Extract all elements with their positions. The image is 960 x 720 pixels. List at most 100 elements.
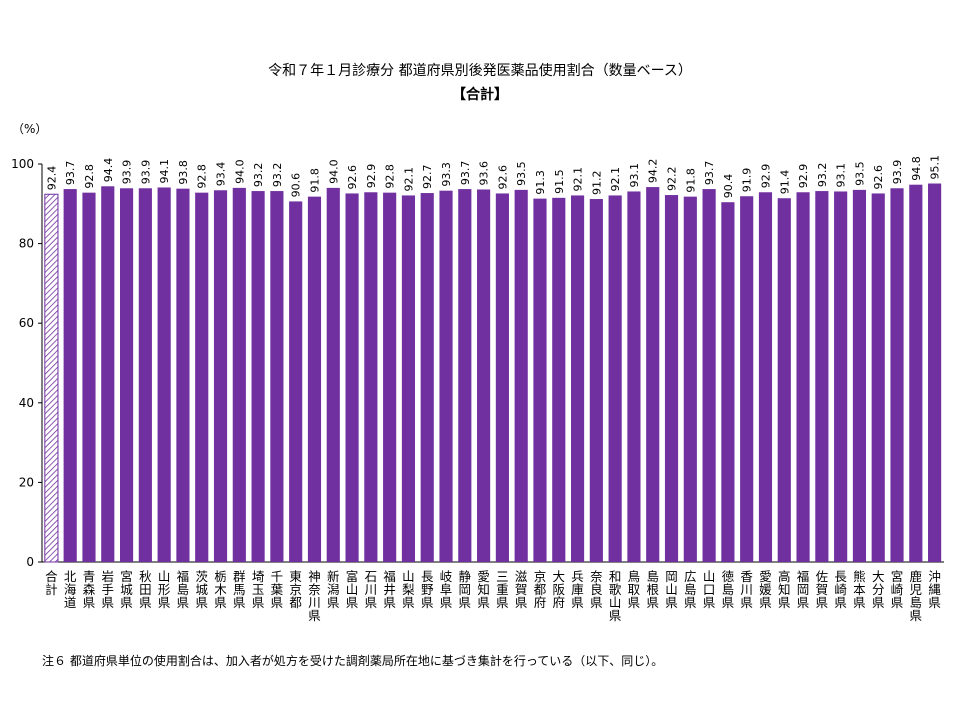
category-label: 兵庫県 [571,569,584,610]
bar [251,191,265,562]
value-label: 92.2 [666,167,679,192]
value-label: 91.2 [590,171,603,196]
category-label: 青森県 [83,569,96,610]
category-label: 長野県 [421,569,434,610]
value-label: 93.2 [271,163,284,188]
bar [195,192,209,562]
y-tick-label: 0 [26,555,34,569]
category-label: 大分県 [872,569,885,610]
category-label: 滋賀県 [515,569,528,610]
category-label: 山口県 [703,569,716,610]
category-label: 石川県 [365,569,378,610]
bar [495,193,509,562]
bar [326,187,340,562]
bar-chart: 0 20 40 60 80 100 92.4 合計 93.7 北海道 92.8 青森県 94.4 岩手県… [11,155,944,623]
value-label: 93.4 [215,162,228,187]
category-label: 岐阜県 [440,569,453,610]
category-label: 愛媛県 [759,569,772,610]
bar [909,184,923,563]
bar [270,191,284,562]
category-label: 富山県 [346,569,359,610]
category-label: 鳥取県 [628,569,641,610]
bar [401,195,416,562]
bar [871,193,885,562]
value-label: 93.1 [835,163,848,188]
value-label: 93.9 [121,160,134,185]
y-axis-unit-label: （%） [12,122,48,136]
value-label: 94.2 [647,159,660,184]
y-tick-label: 20 [19,475,34,489]
bar [364,192,378,562]
value-label: 93.7 [459,161,472,186]
value-label: 92.8 [196,164,209,189]
category-label: 埼玉県 [252,569,265,610]
y-tick-label: 80 [19,237,34,251]
value-label: 94.0 [233,159,246,184]
value-label: 93.1 [628,163,641,188]
category-label: 岩手県 [102,569,115,610]
bar [477,189,491,563]
value-label: 92.8 [384,164,397,189]
value-label: 95.1 [929,155,942,180]
value-label: 92.9 [759,164,772,189]
bar [608,195,622,562]
category-label: 香川県 [740,569,753,610]
bar [852,189,867,562]
bar [383,192,397,562]
value-label: 94.4 [102,158,115,183]
category-label: 奈良県 [590,569,603,610]
value-label: 93.7 [64,161,77,186]
bar [213,190,228,562]
category-label: 長崎県 [834,569,847,610]
bar [514,189,528,562]
value-label: 91.8 [308,168,321,193]
category-label: 宮城県 [120,569,133,610]
value-label: 91.4 [778,170,791,195]
category-label: 島根県 [646,569,659,610]
category-label: 鹿児島県 [910,569,923,623]
value-label: 91.5 [553,169,566,194]
category-label: 福井県 [383,569,396,610]
bar [683,196,697,563]
bar [777,198,791,562]
bar [928,183,942,562]
category-label: 和歌山県 [609,569,622,623]
category-label: 京都府 [534,569,547,610]
category-label: 神奈川県 [308,569,321,623]
bar [552,197,566,562]
bar [458,189,472,562]
value-label: 92.6 [872,165,885,190]
bar [721,202,735,562]
value-label: 93.9 [139,160,152,185]
category-label: 千葉県 [271,569,284,610]
bar [63,189,77,562]
value-label: 92.6 [346,165,359,190]
bar [232,187,246,562]
value-label: 92.4 [45,166,58,191]
category-label: 沖縄県 [928,569,941,610]
category-label: 静岡県 [459,569,472,610]
bar [176,188,190,562]
value-label: 93.9 [891,160,904,185]
category-label: 三重県 [496,569,509,610]
category-label: 群馬県 [233,569,246,610]
category-label: 岡山県 [665,569,678,610]
bar [627,191,641,562]
bar [740,196,754,562]
y-tick-label: 60 [19,316,34,330]
category-label: 合計 [45,569,58,597]
bar [307,196,322,563]
bar [589,199,603,563]
bar [796,192,810,562]
bar [138,188,152,562]
category-label: 大阪府 [553,569,566,610]
footnote: 注６ 都道府県単位の使用割合は、加入者が処方を受けた調剤薬局所在地に基づき集計を… [42,654,664,668]
category-label: 新潟県 [327,569,340,610]
category-label: 山梨県 [402,569,415,610]
value-label: 93.7 [703,161,716,186]
bar [570,195,585,562]
value-label: 94.8 [910,156,923,181]
bar [101,186,115,562]
value-label: 92.9 [365,164,378,189]
value-label: 94.0 [327,159,340,184]
